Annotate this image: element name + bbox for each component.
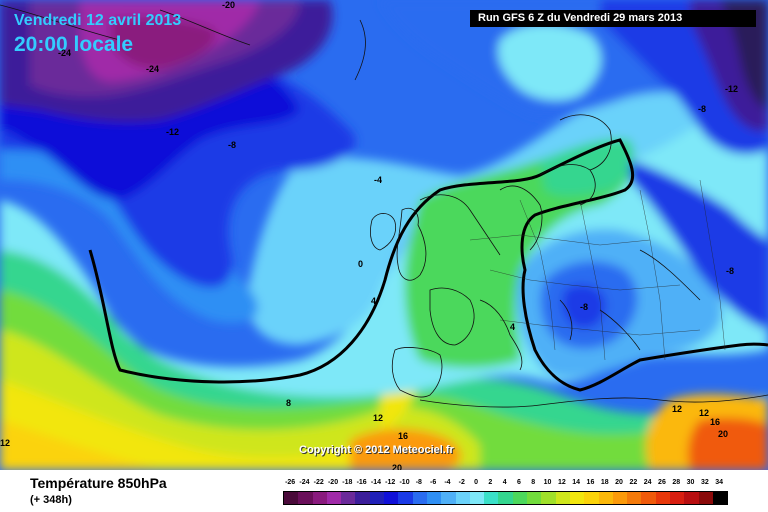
color-scale-tick-label: 14 [572,479,581,486]
color-scale-tick-label: 16 [586,479,595,486]
isotherm-label: 20 [392,463,403,470]
color-scale-tick-label: 22 [629,479,638,486]
color-scale-swatch [312,492,327,504]
temperature-field [0,0,768,470]
color-scale-tick-label: -12 [385,479,396,486]
color-scale-tick-label: -6 [430,479,437,486]
color-scale-tick-label: -20 [327,479,339,486]
color-scale-swatch [455,492,470,504]
color-scale-swatch [426,492,442,504]
color-scale-swatch [398,492,413,504]
color-scale-swatch [369,492,385,504]
lead-time: (+ 348h) [30,494,72,506]
color-scale-swatch [627,492,642,504]
color-scale-tick-label: -2 [458,479,465,486]
isotherm-label: 12 [373,413,384,423]
isotherm-label: -8 [698,104,707,114]
isotherm-label: 4 [371,296,377,306]
color-scale-tick-label: 34 [715,479,724,486]
color-scale-tick-label: -10 [399,479,410,486]
color-scale-swatch [612,492,628,504]
color-scale-swatch [569,492,585,504]
isotherm-label: 12 [0,438,11,448]
color-scale-tick-label: 24 [643,479,652,486]
color-scale-tick-label: -14 [370,479,381,486]
color-scale-swatch [498,492,513,504]
isotherm-label: -12 [725,84,739,94]
valid-date-title: Vendredi 12 avril 2013 [14,12,182,29]
color-scale-swatch [698,492,713,504]
isotherm-label: 12 [699,408,710,418]
color-scale-swatch [712,492,728,504]
color-scale-tick-label: -16 [356,479,367,486]
isotherm-label: -4 [374,175,383,185]
color-scale-tick-label: 8 [531,479,536,486]
color-scale-tick-label: 18 [600,479,609,486]
isotherm-label: -8 [228,140,237,150]
color-scale-swatch [598,492,613,504]
color-scale-swatch [512,492,528,504]
color-scale-bar [283,491,729,505]
temperature-map: Vendredi 12 avril 2013 20:00 locale Run … [0,0,768,470]
color-scale-tick-label: 28 [672,479,681,486]
color-scale-tick-label: 12 [557,479,566,486]
color-scale-tick-label: 20 [615,479,623,486]
color-scale-tick-label: -26 [285,479,296,486]
coastlines [0,4,768,408]
zero-isotherm [88,138,768,392]
isotherm-label: -20 [222,0,236,10]
color-scale-tick-label: 4 [502,479,507,486]
color-scale-tick-label: 30 [686,479,695,486]
color-scale-swatch [641,492,656,504]
color-scale-tick-label: 32 [700,479,709,486]
color-scale-swatch [484,492,499,504]
valid-time-title: 20:00 locale [14,33,134,56]
color-scale-tick-label: -4 [444,479,451,486]
color-scale-swatch [284,492,299,504]
isotherm-label: -24 [58,48,72,58]
color-scale-swatch [584,492,599,504]
color-scale-swatch [555,492,570,504]
color-scale-swatch [384,492,399,504]
run-info-banner: Run GFS 6 Z du Vendredi 29 mars 2013 [470,10,756,27]
parameter-title: Température 850hPa [30,475,167,491]
color-scale-tick-label: -18 [342,479,353,486]
color-scale-swatch [341,492,356,504]
isotherm-label: -8 [726,266,735,276]
color-scale-tick-label: 10 [543,479,552,486]
isotherm-label: 12 [672,404,683,414]
color-scale-swatch [684,492,699,504]
color-scale-tick-label: 26 [658,479,666,486]
isotherm-label: -12 [166,127,180,137]
color-scale-tick-label: 6 [516,479,521,486]
color-scale-swatch [326,492,342,504]
color-scale-tick-label: -22 [313,479,324,486]
isotherm-label: 16 [710,417,721,427]
color-scale-swatch [655,492,671,504]
isotherm-label: 16 [398,431,409,441]
isotherm-label: 4 [510,322,516,332]
isotherm-label: 8 [286,398,292,408]
color-scale-swatch [412,492,427,504]
color-scale-tick-label: 2 [488,479,493,486]
color-scale-tick-label: -8 [415,479,422,486]
color-scale-swatch [441,492,456,504]
legend-footer: Température 850hPa (+ 348h) -26 -24 -22 -20… [0,470,768,512]
color-scale-swatch [355,492,370,504]
isotherm-label: -8 [580,302,589,312]
copyright-watermark: Copyright © 2012 Meteociel.fr [299,444,454,456]
color-scale-swatch [469,492,485,504]
color-scale-swatch [670,492,685,504]
isotherm-label: 0 [358,259,364,269]
color-scale-tick-label: -24 [299,479,310,486]
color-scale-swatch [527,492,542,504]
color-scale-swatch [541,492,556,504]
isotherm-label: -24 [146,64,160,74]
color-scale-tick-label: 0 [474,479,478,486]
isotherm-label: 20 [718,429,729,439]
color-scale-swatch [298,492,313,504]
country-borders [469,179,726,361]
